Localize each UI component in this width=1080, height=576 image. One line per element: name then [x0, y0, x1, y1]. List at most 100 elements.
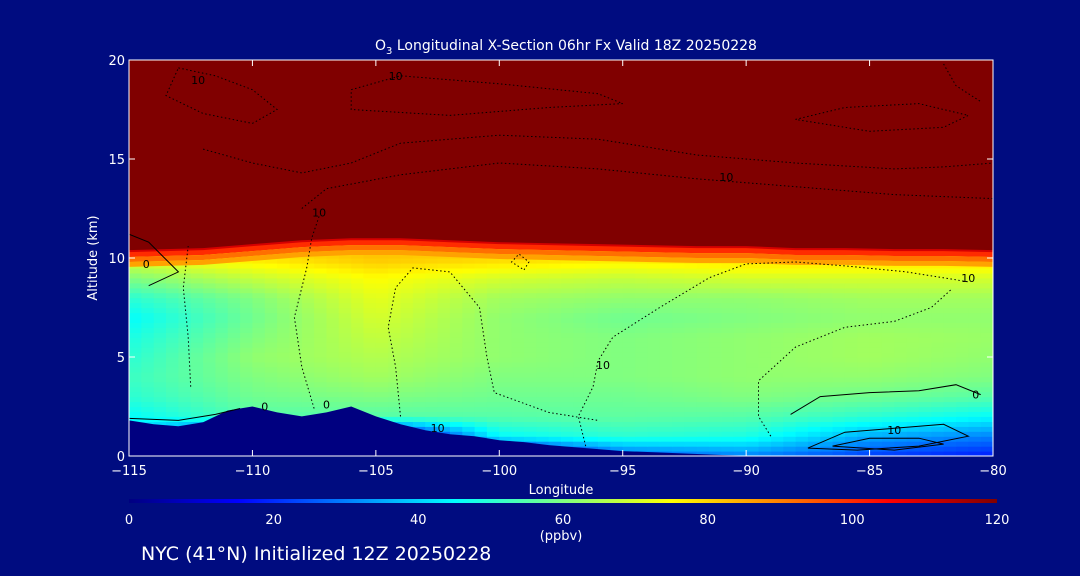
ozone-cell — [425, 386, 439, 393]
ozone-cell — [573, 376, 587, 383]
ozone-cell — [499, 272, 513, 279]
ozone-cell — [672, 411, 685, 417]
ozone-cell — [857, 292, 871, 299]
ozone-cell — [956, 401, 969, 408]
ozone-cell — [906, 401, 920, 408]
ozone-cell — [203, 411, 216, 417]
ozone-cell — [820, 357, 834, 363]
ozone-cell — [918, 426, 932, 432]
ozone-cell — [252, 342, 266, 348]
ozone-cell — [770, 401, 784, 408]
ozone-cell — [301, 361, 315, 368]
ozone-cell — [215, 272, 229, 279]
ozone-cell — [820, 342, 834, 348]
y-tick-label: 15 — [108, 153, 125, 168]
ozone-cell — [363, 371, 377, 378]
ozone-cell — [425, 352, 439, 358]
ozone-cell — [437, 376, 451, 383]
ozone-cell — [178, 263, 192, 269]
ozone-cell — [326, 292, 340, 299]
ozone-cell — [585, 302, 599, 309]
ozone-cell — [770, 436, 784, 442]
ozone-cell — [573, 406, 587, 412]
ozone-cell — [943, 352, 957, 358]
ozone-cell — [203, 347, 216, 353]
ozone-cell — [474, 401, 488, 408]
ozone-cell — [499, 376, 513, 383]
ozone-cell — [881, 451, 895, 456]
ozone-cell — [931, 307, 945, 314]
ozone-cell — [462, 366, 476, 373]
ozone-cell — [795, 451, 809, 456]
ozone-cell — [844, 361, 858, 368]
ozone-cell — [141, 401, 155, 408]
ozone-cell — [758, 352, 772, 358]
ozone-cell — [733, 307, 747, 314]
ozone-cell — [659, 357, 673, 363]
ozone-cell — [783, 361, 797, 368]
ozone-cell — [388, 352, 402, 358]
ozone-cell — [832, 426, 846, 432]
ozone-cell — [388, 317, 402, 323]
ozone-cell — [240, 386, 253, 393]
ozone-cell — [351, 253, 365, 259]
ozone-cell — [783, 366, 797, 373]
ozone-cell — [610, 391, 624, 398]
ozone-cell — [721, 312, 735, 318]
ozone-cell — [548, 282, 562, 289]
ozone-cell — [351, 282, 365, 289]
ozone-cell — [240, 381, 253, 388]
ozone-cell — [758, 416, 772, 422]
ozone-cell — [289, 371, 303, 378]
ozone-cell — [672, 312, 685, 318]
ozone-cell — [561, 406, 574, 412]
ozone-cell — [499, 332, 513, 338]
ozone-cell — [684, 267, 698, 274]
ozone-cell — [598, 287, 611, 294]
ozone-cell — [894, 357, 908, 363]
ozone-cell — [524, 361, 537, 368]
ozone-cell — [844, 263, 858, 269]
ozone-cell — [709, 297, 722, 304]
ozone-cell — [129, 416, 142, 422]
ozone-cell — [486, 337, 500, 343]
ozone-cell — [770, 263, 784, 269]
ozone-cell — [956, 312, 969, 318]
ozone-cell — [598, 322, 611, 328]
ozone-cell — [894, 267, 908, 274]
ozone-cell — [832, 317, 846, 323]
ozone-cell — [820, 396, 834, 403]
ozone-cell — [956, 406, 969, 412]
ozone-cell — [832, 411, 846, 417]
ozone-cell — [659, 263, 673, 269]
ozone-cell — [301, 347, 315, 353]
ozone-cell — [807, 406, 821, 412]
ozone-cell — [548, 371, 562, 378]
ozone-cell — [573, 436, 587, 442]
ozone-cell — [203, 263, 216, 269]
ozone-cell — [573, 431, 587, 437]
ozone-cell — [203, 386, 216, 393]
ozone-cell — [820, 431, 834, 437]
ozone-cell — [375, 272, 389, 279]
ozone-cell — [499, 361, 513, 368]
ozone-cell — [585, 441, 599, 447]
ozone-cell — [351, 361, 365, 368]
ozone-cell — [869, 347, 883, 353]
ozone-cell — [166, 416, 179, 422]
ozone-cell — [326, 277, 340, 284]
ozone-cell — [956, 361, 969, 368]
ozone-cell — [684, 431, 698, 437]
ozone-cell — [610, 337, 624, 343]
ozone-cell — [733, 277, 747, 284]
ozone-cell — [548, 396, 562, 403]
ozone-cell — [943, 327, 957, 333]
ozone-cell — [511, 352, 525, 358]
ozone-cell — [635, 277, 648, 284]
ozone-cell — [598, 421, 611, 427]
ozone-cell — [289, 322, 303, 328]
ozone-cell — [449, 263, 463, 269]
contour-label: 10 — [191, 74, 205, 87]
ozone-cell — [215, 342, 229, 348]
ozone-cell — [647, 391, 661, 398]
